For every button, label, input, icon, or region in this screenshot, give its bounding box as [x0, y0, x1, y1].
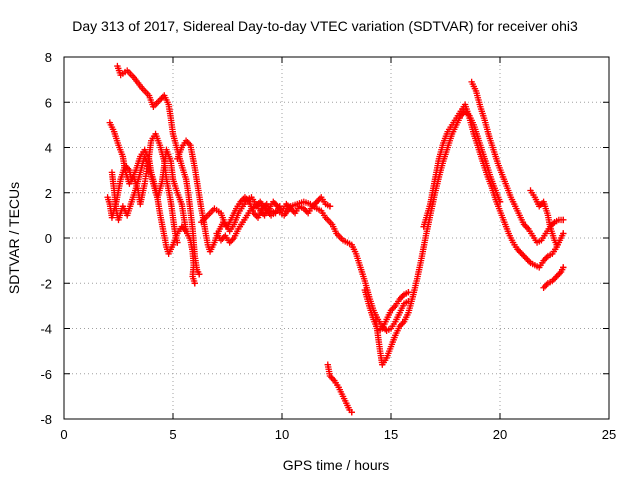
x-tick-label: 15 — [384, 427, 398, 442]
data-point — [329, 375, 337, 383]
plot-area — [104, 62, 567, 416]
data-point — [195, 271, 203, 278]
data-point — [515, 247, 523, 255]
y-tick-label: 4 — [45, 141, 52, 156]
y-tick-labels: -8 -6 -4 -2 0 2 4 6 8 — [40, 50, 52, 427]
data-point — [541, 255, 549, 263]
x-tick-label: 10 — [275, 427, 289, 442]
data-point — [182, 228, 190, 235]
y-tick-label: -4 — [40, 322, 52, 337]
y-tick-label: 8 — [45, 50, 52, 65]
x-tick-label: 5 — [169, 427, 176, 442]
data-point — [523, 224, 531, 231]
data-point — [518, 250, 525, 258]
data-point — [520, 252, 527, 259]
data-point — [524, 256, 531, 264]
data-point — [397, 294, 405, 301]
series-trace-n — [324, 361, 355, 416]
chart-title: Day 313 of 2017, Sidereal Day-to-day VTE… — [72, 18, 578, 34]
data-point — [560, 264, 567, 271]
data-point — [191, 280, 198, 287]
data-point — [552, 274, 559, 282]
data-point — [348, 409, 355, 416]
data-point — [326, 203, 334, 210]
data-point — [303, 208, 310, 215]
data-point — [220, 234, 228, 241]
data-point — [271, 200, 278, 207]
data-point — [184, 139, 191, 146]
plot-frame — [63, 56, 610, 420]
series-trace-g — [213, 198, 412, 334]
y-axis-label: SDTVAR / TECUs — [6, 182, 22, 294]
y-tick-label: 0 — [45, 231, 52, 246]
data-point — [554, 271, 562, 279]
data-point — [219, 235, 226, 242]
y-tick-label: -6 — [40, 367, 52, 382]
data-point — [316, 195, 323, 202]
data-point — [290, 208, 297, 215]
data-point — [553, 241, 560, 248]
x-tick-labels: 0 5 10 15 20 25 — [60, 427, 616, 442]
data-point — [522, 255, 530, 262]
data-point — [517, 249, 524, 256]
data-point — [405, 289, 412, 296]
x-tick-label: 20 — [493, 427, 507, 442]
y-tick-label: -2 — [40, 276, 52, 291]
series-trace-j — [420, 101, 567, 271]
series-trace-l — [527, 187, 560, 248]
y-tick-label: 2 — [45, 186, 52, 201]
data-point — [541, 283, 549, 290]
series-trace-b — [106, 119, 181, 246]
data-point — [158, 95, 165, 102]
data-point — [390, 304, 398, 311]
data-point — [315, 197, 322, 204]
data-point — [553, 273, 560, 280]
data-point — [540, 284, 547, 291]
series-trace-m — [540, 264, 567, 291]
data-point — [560, 216, 567, 224]
x-axis-label: GPS time / hours — [283, 457, 390, 473]
data-point — [560, 230, 567, 237]
y-tick-label: -8 — [40, 412, 52, 427]
grid-lines — [64, 57, 609, 419]
series-trace-d — [104, 146, 190, 235]
x-tick-label: 0 — [60, 427, 67, 442]
data-point — [521, 253, 528, 261]
data-point — [227, 237, 235, 245]
x-tick-label: 25 — [602, 427, 616, 442]
y-tick-label: 6 — [45, 95, 52, 110]
